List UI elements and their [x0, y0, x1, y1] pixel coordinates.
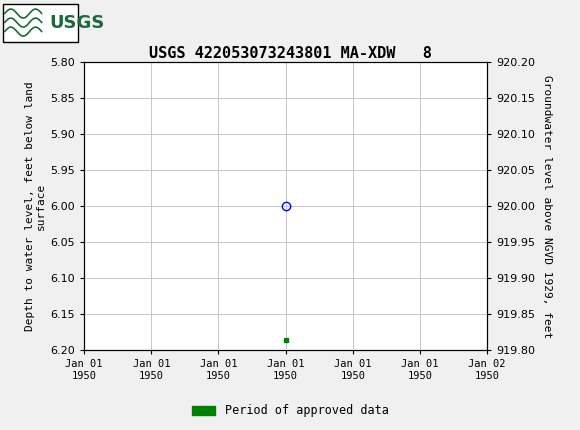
Y-axis label: Depth to water level, feet below land
surface: Depth to water level, feet below land su…: [24, 82, 46, 331]
Text: USGS 422053073243801 MA-XDW   8: USGS 422053073243801 MA-XDW 8: [148, 46, 432, 61]
Text: USGS: USGS: [49, 14, 104, 31]
FancyBboxPatch shape: [3, 3, 78, 42]
Legend: Period of approved data: Period of approved data: [187, 399, 393, 422]
Y-axis label: Groundwater level above NGVD 1929, feet: Groundwater level above NGVD 1929, feet: [542, 75, 552, 338]
